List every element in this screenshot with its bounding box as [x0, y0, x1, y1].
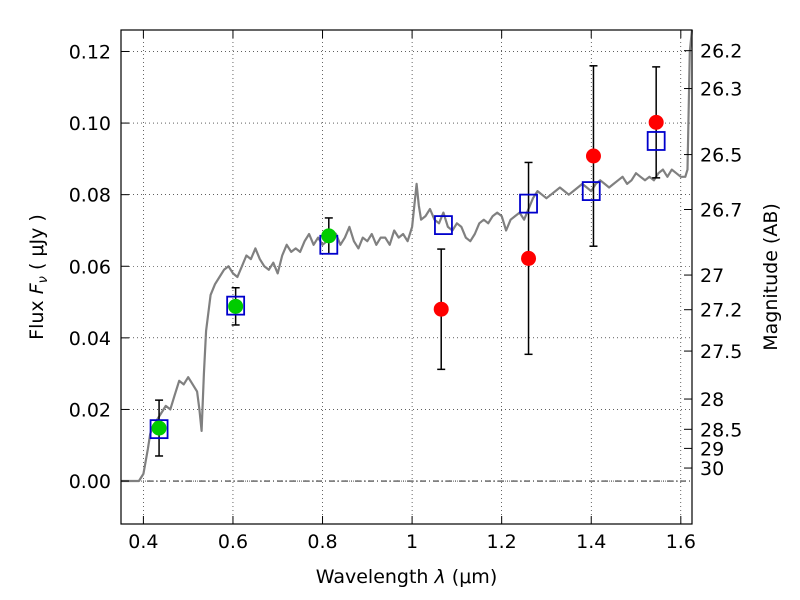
y-axis-label: Flux Fν ( μJy ): [26, 214, 51, 340]
y-tick-label: 0.04: [69, 328, 111, 350]
y-axis-label-unit: ( μJy ): [26, 214, 48, 276]
y-axis-label-prefix: Flux: [26, 294, 48, 340]
mag-tick-label: 26.3: [700, 79, 742, 101]
model-square-marker: [581, 181, 601, 201]
x-tick-label: 1.6: [666, 531, 696, 553]
mag-tick-label: 28.5: [700, 419, 742, 441]
flux-point-marker: [585, 148, 601, 164]
model-square-marker: [149, 419, 169, 440]
model-square-marker: [226, 295, 246, 316]
mag-tick-label: 27.2: [700, 300, 742, 322]
x-tick-label: 1: [406, 531, 418, 553]
spectrum-line: [121, 29, 694, 483]
grid: [121, 30, 692, 524]
mag-tick-label: 27: [700, 265, 724, 287]
tick-labels: 0.4 0.6 0.8 1 1.2 1.4 1.6 0.00 0.02 0.04 0.06 0.08 0…: [69, 41, 743, 553]
mag-tick-label: 30: [700, 458, 724, 480]
mag-tick-label: 29: [700, 438, 724, 460]
x-tick-label: 0.4: [128, 531, 158, 553]
flux-point-marker: [151, 420, 167, 436]
model-spectrum: [121, 29, 694, 483]
y-axis-label-symbol: F: [26, 282, 48, 294]
model-square-marker: [434, 215, 453, 235]
flux-point-marker: [648, 114, 664, 130]
mag-tick-label: 27.5: [700, 341, 742, 363]
x-tick-label: 1.4: [576, 531, 606, 553]
mag-tick-label: 28: [700, 389, 724, 411]
y2-axis-label: Magnitude (AB): [760, 203, 782, 351]
x-tick-label: 1.2: [487, 531, 517, 553]
flux-point-marker: [433, 301, 449, 317]
x-axis-label: Wavelength λ (μm): [316, 566, 497, 588]
flux-point-marker: [228, 298, 244, 314]
mag-tick-label: 26.5: [700, 145, 742, 167]
x-axis-label-unit: (μm): [446, 566, 497, 588]
y-tick-label: 0.10: [69, 113, 111, 135]
mag-tick-label: 26.2: [700, 41, 742, 63]
y-tick-label: 0.12: [69, 41, 111, 63]
axis-ticks: [121, 30, 692, 524]
model-square-marker: [646, 131, 666, 151]
x-tick-label: 0.6: [218, 531, 248, 553]
error-bars: [155, 65, 661, 457]
y-tick-label: 0.00: [69, 471, 111, 493]
plot-frame: [120, 29, 693, 525]
flux-point-marker: [321, 228, 337, 244]
x-axis-label-symbol: λ: [434, 566, 446, 588]
y-tick-label: 0.06: [69, 256, 111, 278]
data-markers: [149, 114, 666, 440]
flux-point-marker: [521, 250, 537, 266]
y-tick-label: 0.08: [69, 185, 111, 207]
model-square-marker: [519, 193, 538, 214]
y-tick-label: 0.02: [69, 399, 111, 421]
x-axis-label-prefix: Wavelength: [316, 566, 435, 588]
mag-tick-label: 26.7: [700, 199, 742, 221]
x-tick-label: 0.8: [307, 531, 337, 553]
y-axis-label-subscript: ν: [36, 276, 51, 283]
